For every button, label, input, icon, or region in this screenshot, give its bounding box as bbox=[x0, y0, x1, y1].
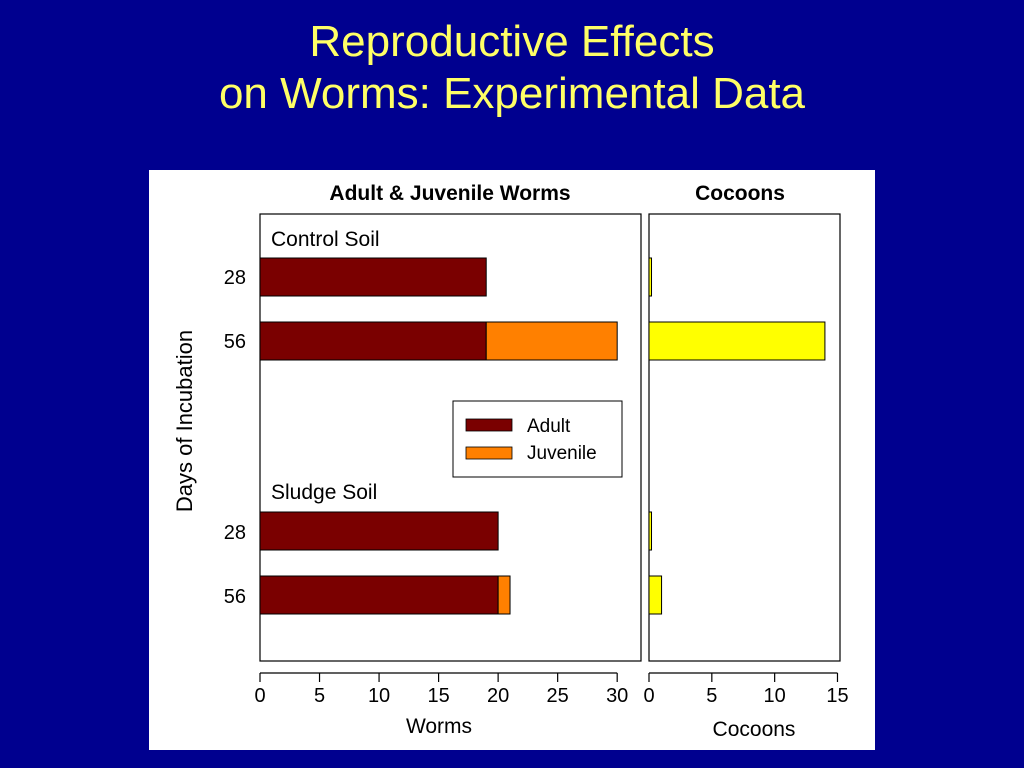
y-axis-label: Days of Incubation bbox=[172, 330, 197, 512]
worms-x-tick-label: 5 bbox=[314, 685, 325, 707]
slide-title: Reproductive Effects on Worms: Experimen… bbox=[0, 16, 1024, 120]
chart-figure: Adult & Juvenile Worms Cocoons Control S… bbox=[149, 170, 875, 750]
worms-x-tick-label: 30 bbox=[606, 685, 628, 707]
worms-panel-title: Adult & Juvenile Worms bbox=[329, 182, 570, 205]
bar-cocoons bbox=[648, 257, 653, 297]
chart-svg: Adult & Juvenile Worms Cocoons Control S… bbox=[172, 182, 849, 741]
y-tick-label: 28 bbox=[224, 267, 246, 289]
cocoons-x-tick-label: 0 bbox=[643, 685, 654, 707]
cocoons-panel-title: Cocoons bbox=[695, 182, 785, 205]
cocoons-x-tick-label: 10 bbox=[764, 685, 786, 707]
bar-juvenile bbox=[497, 575, 511, 615]
worms-x-tick-label: 25 bbox=[547, 685, 569, 707]
bar-juvenile bbox=[485, 321, 618, 361]
worms-x-tick-label: 15 bbox=[427, 685, 449, 707]
cocoons-x-tick-label: 5 bbox=[706, 685, 717, 707]
x-axes-layer: 0 5 10 15 20 25 30 0 5 10 15 bbox=[254, 672, 849, 707]
x-axis-label-cocoons: Cocoons bbox=[713, 718, 796, 741]
legend-label-juvenile: Juvenile bbox=[527, 443, 597, 464]
y-tick-label: 56 bbox=[224, 331, 246, 353]
legend: Adult Juvenile bbox=[452, 400, 623, 478]
bar-cocoons bbox=[648, 575, 663, 615]
group-label-sludge-soil: Sludge Soil bbox=[271, 481, 377, 504]
cocoons-panel-frame bbox=[648, 213, 841, 662]
y-tick-label: 56 bbox=[224, 586, 246, 608]
y-tick-label: 28 bbox=[224, 522, 246, 544]
group-label-control-soil: Control Soil bbox=[271, 228, 380, 251]
bar-adult bbox=[259, 511, 499, 551]
x-axis-label-worms: Worms bbox=[406, 715, 472, 738]
legend-frame bbox=[452, 400, 623, 478]
bar-adult bbox=[259, 575, 499, 615]
worms-panel-frame bbox=[259, 213, 642, 662]
worms-x-tick-label: 10 bbox=[368, 685, 390, 707]
legend-label-adult: Adult bbox=[527, 416, 571, 437]
bar-adult bbox=[259, 257, 487, 297]
slide-title-line-1: Reproductive Effects bbox=[309, 17, 715, 66]
bar-cocoons bbox=[648, 321, 826, 361]
cocoons-x-tick-label: 15 bbox=[826, 685, 848, 707]
bars-layer bbox=[259, 257, 826, 615]
bar-cocoons bbox=[648, 511, 653, 551]
legend-swatch-juvenile bbox=[465, 446, 513, 460]
worms-x-tick-label: 0 bbox=[254, 685, 265, 707]
legend-swatch-adult bbox=[465, 418, 513, 432]
worms-x-tick-label: 20 bbox=[487, 685, 509, 707]
bar-adult bbox=[259, 321, 487, 361]
slide-title-line-2: on Worms: Experimental Data bbox=[218, 69, 806, 118]
